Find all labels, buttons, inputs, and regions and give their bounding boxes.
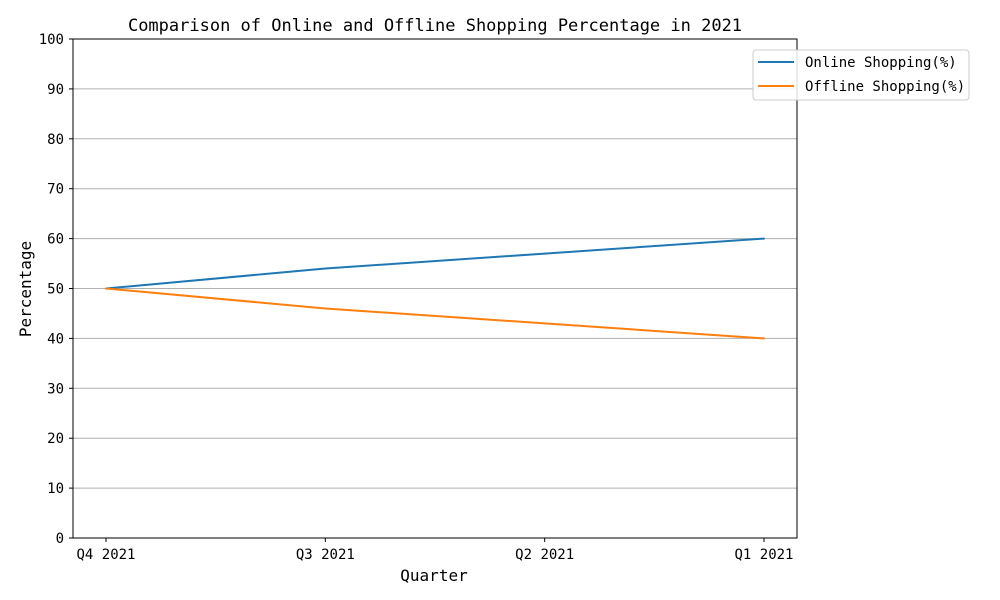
data-point: [543, 322, 546, 325]
data-point: [105, 287, 107, 290]
x-tick-label: Q3 2021: [296, 547, 355, 563]
x-tick-label: Q2 2021: [515, 547, 574, 563]
y-tick-label: 50: [47, 282, 64, 298]
y-tick-label: 20: [47, 431, 64, 447]
y-tick-label: 10: [47, 481, 64, 497]
data-point: [543, 252, 546, 255]
data-point: [763, 337, 765, 340]
series-line-offline: [105, 287, 765, 340]
axes-layer: 0 10 20 30 40 50 60 70 80 90 100 Q4 2021 Q3 2021 Q2 2…: [39, 32, 798, 563]
legend-box: [752, 49, 970, 101]
y-tick-label: 0: [56, 531, 64, 547]
x-tick-label: Q4 2021: [76, 547, 135, 563]
data-point: [324, 307, 327, 310]
legend-entry-label: Offline Shopping(%): [805, 79, 965, 95]
y-tick-label: 60: [47, 232, 64, 248]
x-tick-label: Q1 2021: [734, 547, 793, 563]
y-axis-label: Percentage: [16, 241, 35, 337]
grid-layer: [73, 88, 797, 489]
plot-frame: [72, 38, 798, 539]
y-tick-label: 30: [47, 381, 64, 397]
series-layer: [105, 237, 765, 340]
y-tick-label: 40: [47, 331, 64, 347]
x-axis-label: Quarter: [400, 566, 468, 585]
data-point: [763, 237, 765, 240]
y-tick-label: 70: [47, 182, 64, 198]
legend-entry-label: Online Shopping(%): [805, 55, 957, 71]
series-line-online: [105, 237, 765, 290]
y-tick-label: 80: [47, 132, 64, 148]
legend: Online Shopping(%) Offline Shopping(%): [752, 49, 970, 101]
y-tick-label: 100: [39, 32, 64, 48]
data-point: [324, 267, 327, 270]
chart-title: Comparison of Online and Offline Shoppin…: [128, 16, 742, 36]
y-tick-label: 90: [47, 82, 64, 98]
